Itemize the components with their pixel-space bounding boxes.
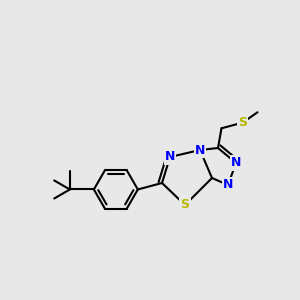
Text: S: S	[238, 116, 247, 129]
Text: S: S	[181, 199, 190, 212]
Text: N: N	[223, 178, 233, 191]
Text: N: N	[231, 157, 241, 169]
Text: N: N	[165, 151, 175, 164]
Text: N: N	[195, 143, 205, 157]
